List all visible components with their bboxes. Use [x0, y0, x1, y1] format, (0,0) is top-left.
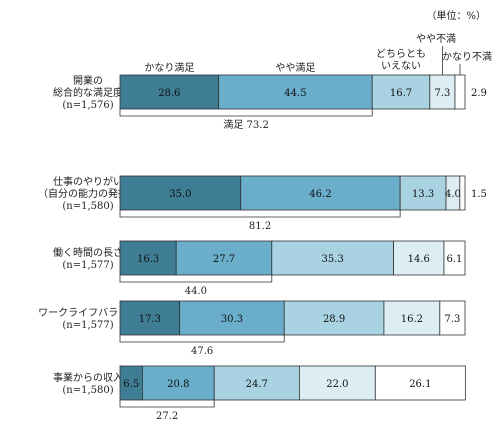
- bar-segment: [393, 240, 445, 276]
- segment-value-label: 27.7: [213, 254, 235, 265]
- unit-note: （単位：%）: [426, 9, 486, 22]
- satisfied-sum-label: 81.2: [249, 221, 271, 232]
- segment-header-3: どちらとも: [376, 48, 426, 60]
- bar-segment: [454, 74, 466, 110]
- satisfied-bracket: [119, 335, 285, 343]
- bar-segment: [119, 240, 177, 276]
- category-label: (n=1,580): [62, 385, 113, 396]
- segment-value-label: 20.8: [167, 379, 189, 390]
- category-label: (n=1,576): [62, 100, 113, 111]
- segment-value-label: 7.3: [434, 88, 450, 99]
- satisfied-bracket: [119, 400, 215, 408]
- bar-segment: [459, 175, 466, 211]
- segment-value-label: 13.3: [412, 189, 434, 200]
- bar-segment: [179, 300, 285, 336]
- segment-value-label: 46.2: [309, 189, 331, 200]
- segment-header-5: かなり不満: [442, 51, 492, 63]
- bar-segment: [142, 365, 215, 401]
- segment-header-4: やや不満: [416, 33, 456, 45]
- bar-row: ワークライフバランス(n=1,577) 17.3 30.3 28.9 16.2 7.3 47…: [38, 300, 466, 357]
- segment-value-label: 6.5: [123, 379, 139, 390]
- bar-segment: [371, 74, 431, 110]
- category-label: 事業からの収入: [53, 371, 123, 384]
- bar-segment: [271, 240, 394, 276]
- bar-segment: [298, 365, 376, 401]
- category-label: 総合的な満足度: [53, 86, 123, 99]
- bar-segment: [439, 300, 466, 336]
- segment-value-label: 14.6: [408, 254, 430, 265]
- segment-header-3: いえない: [381, 60, 421, 72]
- segment-value-label: 6.1: [447, 254, 463, 265]
- segment-value-label: 44.5: [284, 88, 306, 99]
- category-label: 開業の: [73, 74, 103, 87]
- bar-segment: [213, 365, 300, 401]
- segment-value-label: 26.1: [409, 379, 431, 390]
- satisfied-sum-label: 44.0: [185, 286, 207, 297]
- bar-segment: [383, 300, 441, 336]
- segment-value-label: 16.3: [137, 254, 159, 265]
- segment-value-label: 24.7: [246, 379, 268, 390]
- bar-segment: [218, 74, 373, 110]
- category-label: 働く時間の長さ: [53, 246, 123, 259]
- bar-segment: [119, 300, 181, 336]
- segment-value-label: 35.3: [322, 254, 344, 265]
- segment-header-1: かなり満足: [144, 62, 194, 74]
- bar-segment: [374, 365, 466, 401]
- category-label: (n=1,577): [62, 260, 113, 271]
- segment-value-label: 28.6: [158, 88, 180, 99]
- segment-value-label: 16.7: [390, 88, 412, 99]
- satisfied-bracket: [119, 210, 401, 218]
- bar-row: 働く時間の長さ(n=1,577) 16.3 27.7 35.3 14.6 6.1 44.0: [53, 240, 466, 297]
- bar-row: 仕事のやりがい（自分の能力の発揮）(n=1,580) 35.0 46.2 13.3 4.…: [38, 175, 487, 232]
- category-label: （自分の能力の発揮）: [38, 187, 138, 200]
- segment-value-label: 16.2: [401, 314, 423, 325]
- bar-row: 事業からの収入(n=1,580) 6.5 20.8 24.7 22.0 26.1 27.2: [53, 365, 466, 422]
- segment-value-label: 17.3: [139, 314, 161, 325]
- bar-segment: [399, 175, 447, 211]
- satisfied-bracket: [119, 275, 273, 283]
- segment-value-label: 30.3: [221, 314, 243, 325]
- segment-value-label: 22.0: [326, 379, 348, 390]
- satisfied-bracket: [119, 109, 373, 117]
- category-label: 仕事のやりがい: [53, 175, 123, 188]
- bar-segment: [119, 74, 220, 110]
- bar-segment: [283, 300, 385, 336]
- satisfied-sum-label: 47.6: [191, 346, 213, 357]
- segment-header-2: やや満足: [275, 62, 315, 74]
- category-label: (n=1,580): [62, 201, 113, 212]
- category-label: ワークライフバランス: [38, 307, 138, 319]
- satisfied-sum-label: 27.2: [156, 411, 178, 422]
- segment-value-label: 28.9: [323, 314, 345, 325]
- bar-segment: [443, 240, 466, 276]
- segment-value-label: 4.0: [445, 189, 461, 200]
- satisfied-sum-label: 満足 73.2: [223, 119, 268, 131]
- segment-value-label: 35.0: [169, 189, 191, 200]
- segment-value-label: 1.5: [471, 189, 487, 200]
- segment-value-label: 7.3: [444, 314, 460, 325]
- bar-segment: [429, 74, 456, 110]
- segment-value-label: 2.9: [471, 88, 487, 99]
- category-label: (n=1,577): [62, 320, 113, 331]
